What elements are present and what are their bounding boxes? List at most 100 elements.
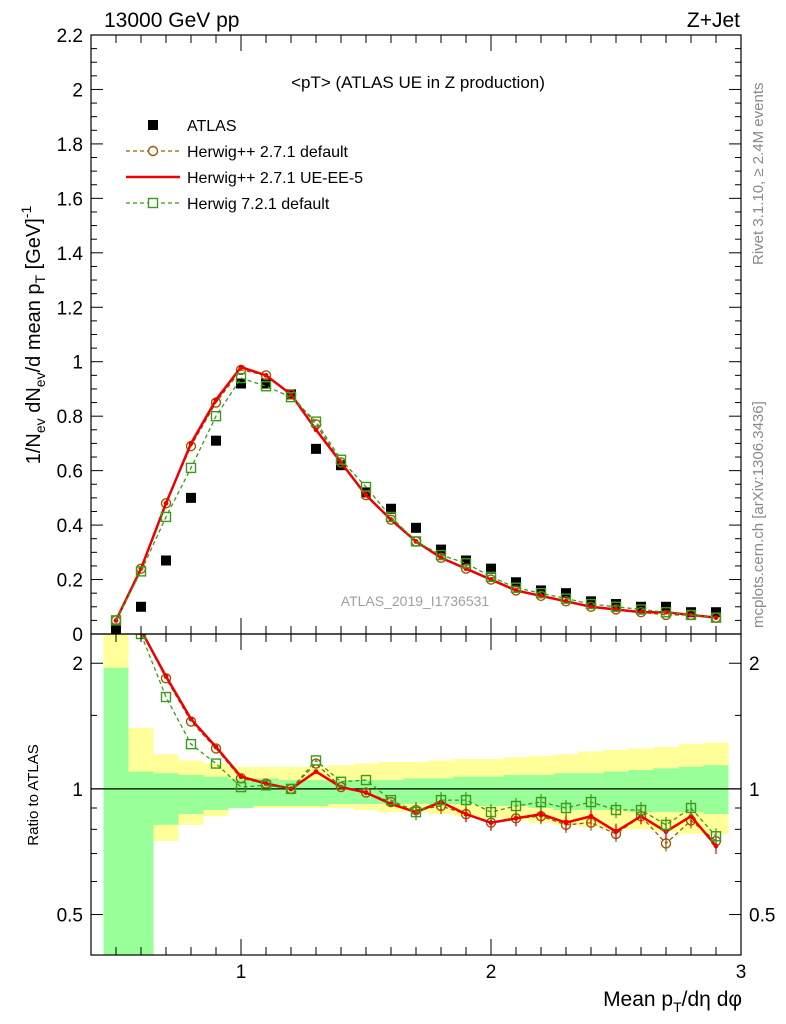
atlas-data-point	[636, 601, 646, 612]
top-y-axis-label: 1/Nev dNev/d mean pT [GeV]-1	[18, 206, 48, 465]
herwigpp-ueee5-ratio-marker	[563, 820, 569, 826]
x-tick-label: 2	[486, 962, 497, 983]
herwig7-default-ratio-marker	[335, 776, 347, 787]
herwig7-default-marker	[260, 381, 272, 392]
axis-ticks	[90, 34, 742, 956]
herwig7-default-marker	[560, 593, 572, 604]
herwigpp-ueee5-marker	[463, 566, 469, 572]
herwig7-default-ratio-marker	[660, 819, 672, 831]
stat-band-bin	[403, 778, 429, 805]
herwig7-default-ratio-marker	[585, 796, 597, 808]
top-y-tick-label: 2.2	[57, 26, 83, 47]
herwigpp-ueee5-ratio-marker	[513, 815, 519, 821]
herwig7-default-ratio-marker	[285, 783, 297, 795]
top-y-tick-label: 0	[72, 625, 83, 646]
herwig7-default-marker	[185, 462, 197, 474]
herwigpp-ueee5-ratio-marker	[313, 769, 319, 775]
herwig7-default-marker	[210, 410, 222, 422]
stat-band-bin	[378, 780, 404, 805]
herwig7-default-ratio-marker	[535, 796, 547, 808]
herwigpp-default-ratio-marker	[210, 743, 222, 754]
herwig7-default-marker	[610, 601, 622, 612]
ratio-y-tick-label-right: 2	[749, 654, 760, 675]
herwigpp-ueee5-marker	[363, 492, 369, 498]
legend-marker-herwigpp_default	[147, 145, 159, 157]
herwigpp-ueee5-ratio-marker	[588, 813, 594, 819]
herwigpp-ueee5-marker	[238, 364, 244, 370]
atlas-data-point	[486, 563, 496, 574]
top-y-tick-label: 0.6	[57, 462, 83, 483]
atlas-data-point	[261, 378, 271, 389]
herwigpp-ueee5-ratio-marker	[213, 744, 219, 750]
x-axis-label: Mean pT/dη dφ	[603, 988, 742, 1015]
herwig7-default-ratio-marker	[610, 804, 622, 816]
herwigpp-default-marker	[260, 370, 272, 381]
herwig7-default-ratio-marker	[460, 794, 472, 806]
herwig7-default-marker	[410, 536, 422, 547]
herwig7-default-marker	[110, 615, 122, 626]
stat-band-bin	[303, 780, 329, 806]
herwig7-default-ratio-marker	[235, 781, 247, 793]
stat-band-bin	[128, 771, 154, 955]
herwig7-default-marker	[385, 511, 397, 523]
herwigpp_default-line	[115, 369, 717, 621]
herwig7-default-marker	[635, 604, 647, 615]
herwig7-default-marker	[710, 612, 722, 623]
top-y-tick-label: 0.4	[57, 516, 84, 537]
top-y-tick-label: 0.2	[57, 571, 83, 592]
herwigpp-default-marker	[160, 498, 172, 509]
herwigpp-ueee5-ratio-marker	[338, 784, 344, 790]
atlas-data-point	[161, 555, 171, 566]
herwig7-default-ratio-marker	[510, 800, 522, 812]
legend-marker-herwig7_default	[147, 197, 159, 209]
herwig7-default-ratio-marker	[560, 802, 572, 814]
top-y-tick-label: 1	[72, 353, 83, 374]
mcplots-label: mcplots.cern.ch [arXiv:1306.3436]	[750, 401, 767, 628]
top-y-tick-label: 1.2	[57, 298, 83, 319]
atlas-data-point	[411, 522, 421, 533]
top-y-tick-label: 0.8	[57, 407, 83, 428]
herwigpp-ueee5-ratio-marker	[688, 813, 694, 819]
herwig7-default-marker	[235, 372, 247, 384]
herwigpp-default-marker	[360, 489, 372, 501]
rivet-version-label: Rivet 3.1.10, ≥ 2.4M events	[750, 83, 767, 266]
top-y-tick-label: 1.4	[57, 244, 84, 265]
herwig7-default-ratio-marker	[260, 780, 272, 791]
herwig7-default-marker	[535, 587, 547, 599]
herwig7-default-ratio-marker	[635, 804, 647, 816]
herwig7-default-marker	[510, 582, 522, 593]
herwig7-default-marker	[135, 566, 147, 577]
herwigpp-ueee5-ratio-marker	[188, 716, 194, 722]
legend-label-herwigpp_default: Herwig++ 2.7.1 default	[187, 144, 349, 161]
ratio-bands	[91, 634, 741, 955]
herwig7-default-marker	[485, 571, 497, 583]
atlas-data-point	[186, 492, 196, 503]
stat-band-bin	[178, 774, 204, 815]
herwigpp-ueee5-ratio-marker	[163, 673, 169, 679]
stat-band-bin	[203, 776, 229, 811]
herwig7-default-marker	[310, 416, 322, 427]
top-y-tick-label: 2	[72, 80, 83, 101]
herwig7-default-marker	[335, 454, 347, 465]
atlas-data-point	[436, 544, 446, 555]
herwig7-default-marker	[285, 391, 297, 403]
herwigpp-ueee5-ratio-marker	[488, 820, 494, 826]
legend-label-herwigpp_ueee5: Herwig++ 2.7.1 UE-EE-5	[187, 170, 363, 187]
ratio-y-tick-label-right: 0.5	[749, 906, 775, 927]
herwigpp-ueee5-ratio-marker	[463, 811, 469, 817]
atlas-data-point	[711, 607, 721, 618]
herwigpp-ueee5-ratio-marker	[238, 774, 244, 780]
herwig7-default-marker	[460, 558, 472, 569]
herwig7-default-ratio-marker	[360, 774, 372, 786]
herwigpp-ueee5-ratio-marker	[538, 811, 544, 817]
herwigpp-ueee5-marker	[713, 615, 719, 621]
herwigpp-ueee5-ratio-marker	[263, 781, 269, 786]
labels: 0 0.2 0.4 0.6 0.8 1 1.2 1.4 1.6 1.8 2 2.2 1 2 3 0.5 0.5 1…	[57, 26, 776, 983]
herwig7-default-ratio-marker	[435, 794, 447, 806]
herwig7-default-marker	[360, 481, 372, 493]
herwig7-default-marker	[585, 598, 597, 610]
herwigpp-ueee5-marker	[163, 500, 169, 506]
atlas-data-point	[386, 503, 396, 514]
herwigpp-ueee5-marker	[313, 427, 319, 433]
